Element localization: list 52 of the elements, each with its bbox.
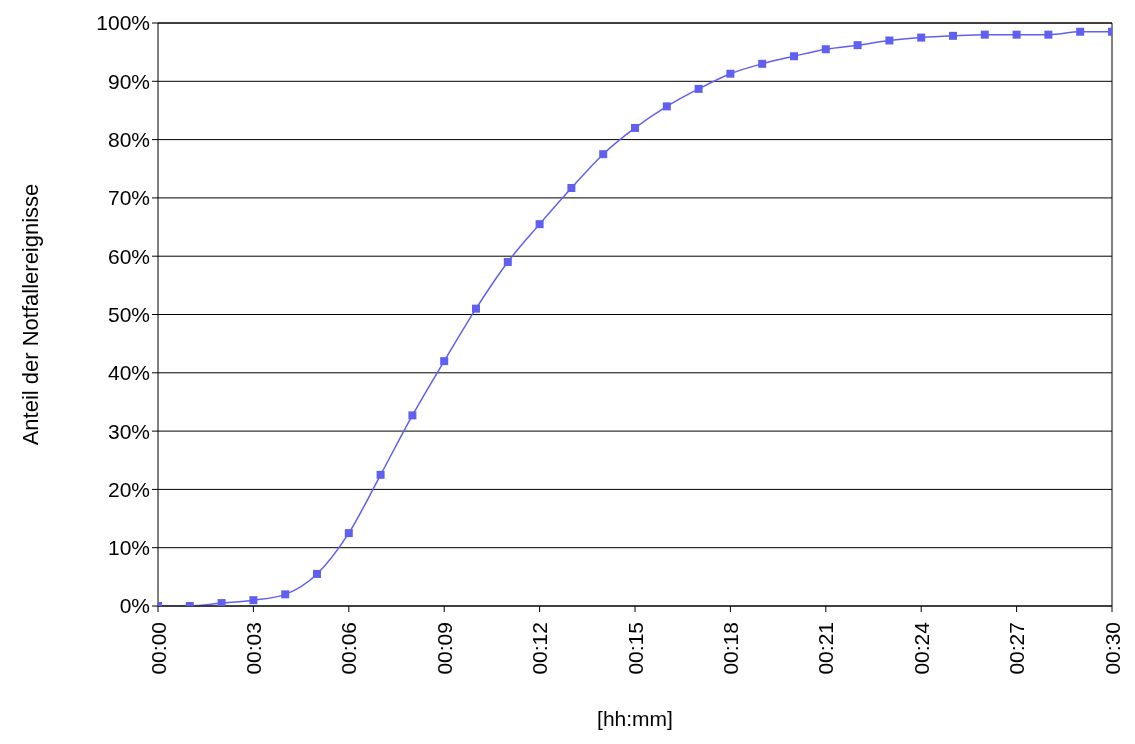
x-tick-label: 00:00 [146, 622, 170, 675]
y-tick-label: 20% [107, 477, 150, 501]
point [313, 569, 321, 578]
point [472, 304, 480, 313]
point [1076, 27, 1085, 36]
point [726, 69, 735, 78]
point [535, 220, 544, 229]
y-tick-label: 40% [107, 361, 150, 385]
point [821, 45, 830, 54]
point [503, 258, 512, 267]
y-axis-title: Anteil der Notfallereignisse [17, 183, 43, 446]
point [217, 599, 226, 606]
point [408, 411, 417, 420]
x-tick-label: 00:03 [241, 622, 265, 675]
point [1044, 30, 1053, 39]
y-tick-label: 80% [107, 128, 150, 152]
point [631, 123, 639, 132]
y-tick-label: 70% [107, 186, 150, 210]
point [344, 529, 353, 538]
y-tick-label: 50% [107, 302, 150, 326]
point [694, 84, 703, 93]
point [599, 150, 608, 159]
point [249, 596, 258, 605]
x-axis-title: [hh:mm] [597, 707, 673, 730]
point [281, 590, 290, 599]
x-tick-label: 00:12 [528, 622, 552, 675]
x-tick-label: 00:24 [909, 621, 933, 675]
point [980, 30, 989, 39]
point [440, 357, 449, 366]
point [949, 31, 957, 40]
x-tick-label: 00:09 [432, 622, 456, 675]
y-tick-label: 10% [107, 536, 150, 560]
y-tick-label: 100% [96, 11, 150, 35]
y-tick-label: 60% [107, 244, 150, 268]
y-tick-label: 0% [119, 594, 150, 618]
point [662, 102, 671, 111]
x-tick-label: 00:21 [814, 622, 838, 675]
point [1012, 30, 1021, 39]
y-tick-label: 30% [107, 419, 150, 443]
point [376, 470, 385, 479]
point [885, 36, 894, 45]
point [758, 59, 767, 68]
point [917, 33, 926, 42]
x-tick-label: 00:15 [623, 622, 647, 675]
x-tick-label: 00:06 [337, 622, 361, 675]
x-tick-label: 00:27 [1005, 622, 1029, 675]
point [567, 183, 576, 192]
point [790, 52, 798, 61]
x-tick-label: 00:18 [718, 622, 742, 675]
x-tick-label: 00:30 [1100, 622, 1124, 675]
y-tick-label: 90% [107, 69, 150, 93]
point [853, 41, 862, 50]
